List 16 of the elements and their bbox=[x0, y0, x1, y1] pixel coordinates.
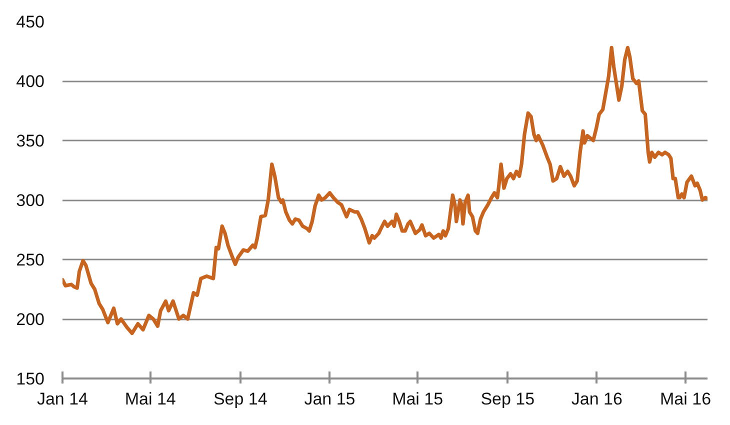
line-series bbox=[62, 46, 708, 336]
y-tick-label: 450 bbox=[16, 12, 45, 32]
y-tick-label: 200 bbox=[16, 310, 45, 329]
x-tick-label: Jan 16 bbox=[571, 390, 622, 408]
x-tick-label: Mai 15 bbox=[392, 390, 444, 408]
x-tick-label: Jan 15 bbox=[304, 390, 356, 408]
x-tick-label: Sep 14 bbox=[213, 390, 268, 408]
y-tick-label: 300 bbox=[16, 191, 45, 210]
y-tick-label: 350 bbox=[16, 132, 45, 150]
y-tick-label: 400 bbox=[16, 72, 45, 91]
x-tick-label: Sep 15 bbox=[480, 390, 535, 408]
x-tick-label: Jan 14 bbox=[36, 390, 88, 408]
y-tick-label: 250 bbox=[16, 250, 45, 270]
x-tick-label: Mai 16 bbox=[660, 390, 712, 408]
x-tick-label: Mai 14 bbox=[124, 390, 176, 408]
y-tick-label: 150 bbox=[16, 370, 45, 388]
